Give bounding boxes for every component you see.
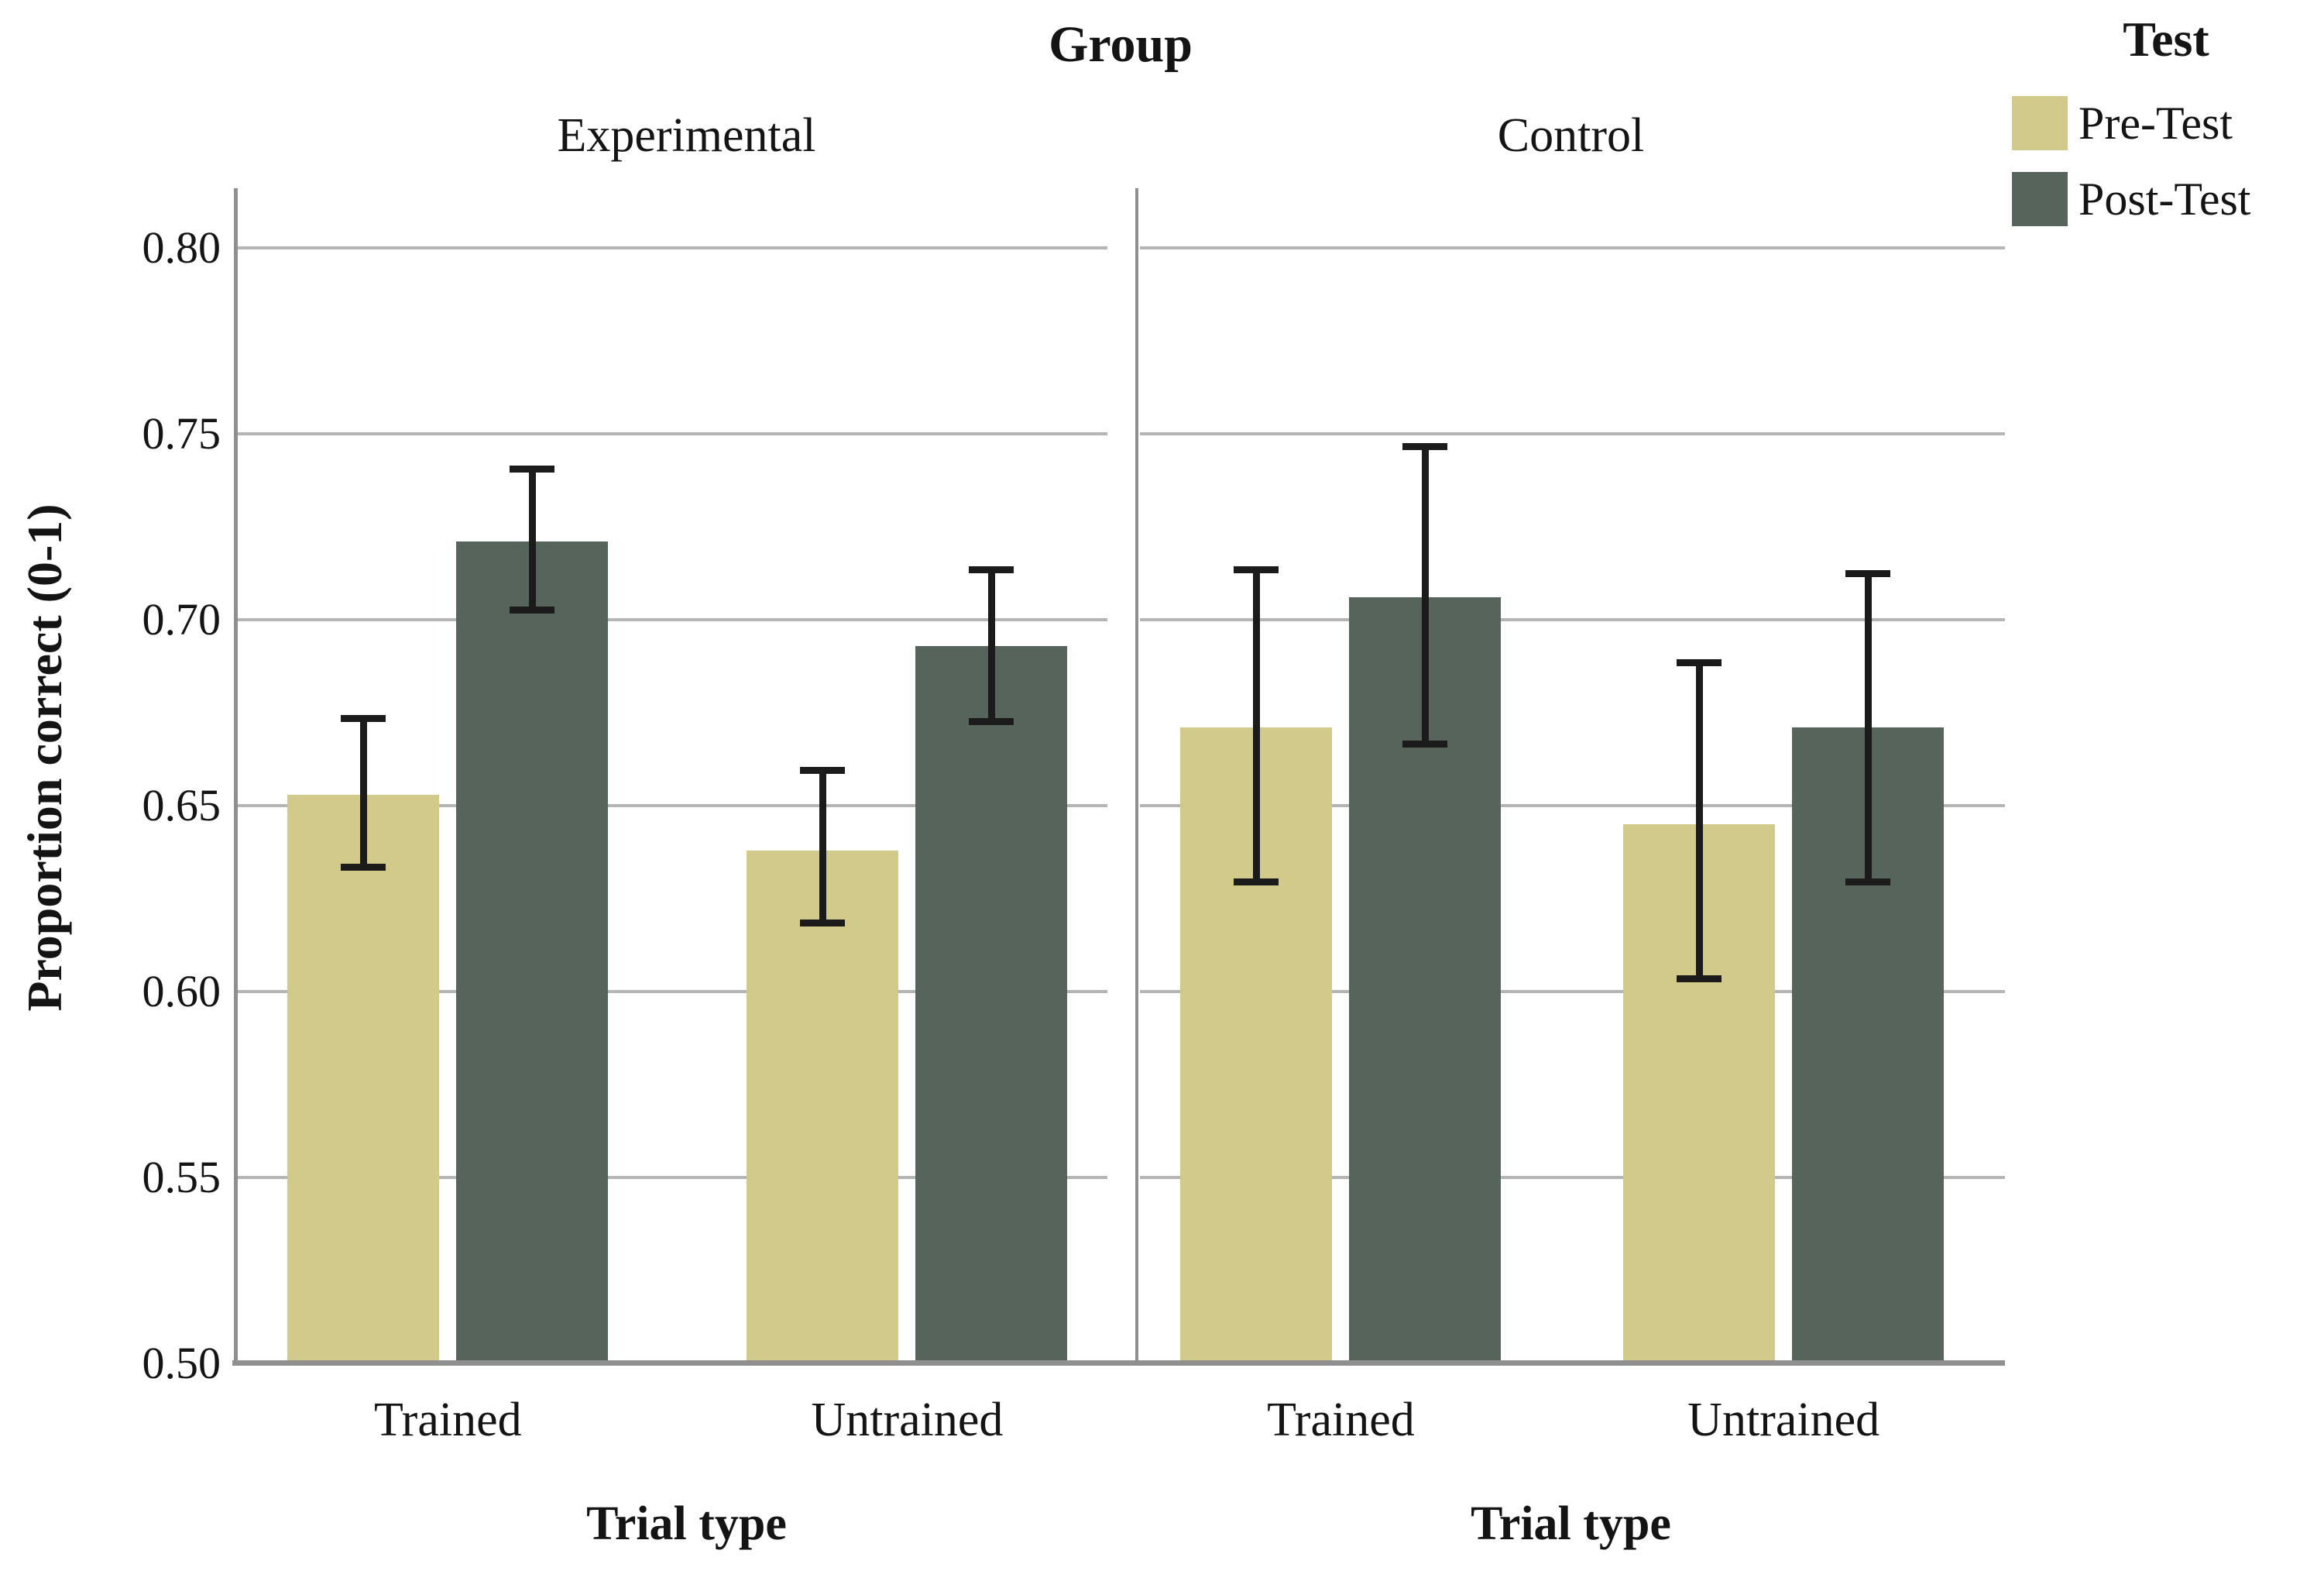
legend: Test Pre-Test Post-Test (2010, 11, 2322, 251)
legend-title: Test (2123, 12, 2209, 67)
legend-label-pre-test: Pre-Test (2079, 97, 2233, 149)
gridline (236, 804, 1107, 807)
error-bar-line-experimental-trained-pre-test (359, 716, 367, 869)
error-bar-cap-top-control-trained-post-test (1402, 443, 1448, 451)
gridline (1140, 618, 2005, 621)
error-bar-line-experimental-trained-post-test (528, 467, 536, 613)
error-bar-cap-top-control-trained-pre-test (1234, 565, 1279, 573)
error-bar-cap-bottom-control-trained-post-test (1402, 741, 1448, 748)
y-axis-line (234, 188, 238, 1366)
error-bar-line-control-untrained-pre-test (1695, 660, 1703, 981)
gridline (1140, 804, 2005, 807)
error-bar-cap-bottom-experimental-trained-pre-test (341, 863, 386, 871)
gridline (236, 432, 1107, 435)
panel-header-experimental: Experimental (557, 109, 816, 162)
gridline (236, 1176, 1107, 1179)
y-tick-label: 0.55 (142, 1152, 221, 1202)
error-bar-cap-top-experimental-untrained-pre-test (800, 767, 846, 774)
x-tick-label-experimental-trained: Trained (373, 1394, 522, 1446)
error-bar-line-control-trained-post-test (1421, 445, 1429, 747)
error-bar-cap-top-experimental-untrained-post-test (969, 565, 1014, 573)
error-bar-cap-bottom-experimental-untrained-post-test (969, 718, 1014, 726)
legend-item-post-test: Post-Test (2012, 172, 2250, 226)
error-bar-cap-top-control-untrained-post-test (1845, 569, 1891, 577)
error-bar-line-control-trained-pre-test (1252, 567, 1260, 884)
error-bar-cap-bottom-control-trained-pre-test (1234, 878, 1279, 885)
error-bar-line-experimental-untrained-post-test (987, 567, 995, 724)
panel-divider (1135, 188, 1138, 1366)
bar-experimental-untrained-pre-test (747, 850, 899, 1363)
y-tick-label: 0.70 (142, 594, 221, 645)
legend-item-pre-test: Pre-Test (2012, 96, 2233, 150)
gridline (1140, 990, 2005, 993)
x-tick-label-experimental-untrained: Untrained (811, 1394, 1004, 1446)
error-bar-cap-top-experimental-trained-pre-test (341, 714, 386, 722)
gridline (236, 990, 1107, 993)
gridline (236, 618, 1107, 621)
gridline (1140, 246, 2005, 249)
error-bar-cap-bottom-control-untrained-pre-test (1677, 975, 1722, 982)
chart-title: Group (1049, 16, 1193, 73)
bar-experimental-trained-post-test (456, 541, 609, 1363)
pre-test-swatch (2012, 96, 2068, 150)
gridline (1140, 1176, 2005, 1179)
gridline (1140, 432, 2005, 435)
error-bar-cap-top-control-untrained-pre-test (1677, 658, 1722, 666)
x-axis-title-experimental: Trial type (586, 1497, 787, 1550)
panel-header-control: Control (1497, 109, 1645, 162)
bar-experimental-trained-pre-test (287, 794, 440, 1363)
y-tick-label: 0.65 (142, 780, 221, 830)
x-axis-line (232, 1360, 2005, 1366)
error-bar-line-experimental-untrained-pre-test (819, 768, 826, 925)
legend-label-post-test: Post-Test (2079, 173, 2251, 225)
error-bar-cap-bottom-control-untrained-post-test (1845, 878, 1891, 885)
error-bar-line-control-untrained-post-test (1864, 571, 1872, 884)
error-bar-cap-bottom-experimental-trained-post-test (510, 607, 555, 614)
x-tick-label-control-untrained: Untrained (1687, 1394, 1880, 1446)
bar-experimental-untrained-post-test (915, 645, 1068, 1363)
error-bar-cap-top-experimental-trained-post-test (510, 466, 555, 473)
error-bar-cap-bottom-experimental-untrained-pre-test (800, 919, 846, 926)
y-tick-label: 0.50 (142, 1338, 221, 1388)
y-tick-label: 0.75 (142, 408, 221, 459)
gridline (236, 246, 1107, 249)
x-axis-title-control: Trial type (1471, 1497, 1671, 1550)
x-tick-label-control-trained: Trained (1267, 1394, 1415, 1446)
y-tick-label: 0.60 (142, 966, 221, 1016)
post-test-swatch (2012, 172, 2068, 226)
y-tick-label: 0.80 (142, 222, 221, 273)
